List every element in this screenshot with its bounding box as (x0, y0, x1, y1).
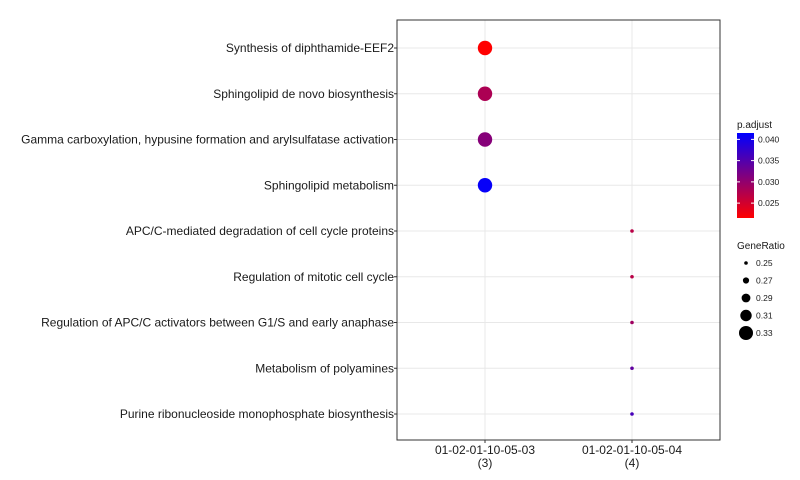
p-adjust-tick-label: 0.035 (758, 156, 780, 166)
p-adjust-legend: p.adjust 0.025 0.030 0.035 0.040 (737, 120, 780, 218)
data-point (630, 229, 634, 233)
y-tick-label: APC/C-mediated degradation of cell cycle… (126, 224, 394, 238)
p-adjust-tick-label: 0.040 (758, 134, 780, 144)
gene-ratio-label: 0.25 (756, 258, 773, 268)
gene-ratio-key (744, 261, 748, 265)
gene-ratio-label: 0.29 (756, 293, 773, 303)
p-adjust-tick-label: 0.025 (758, 198, 780, 208)
data-point (630, 366, 634, 371)
data-point (630, 320, 634, 325)
y-tick-label: Synthesis of diphthamide-EEF2 (226, 41, 394, 55)
y-tick-label: Sphingolipid de novo biosynthesis (213, 87, 394, 101)
y-tick-label: Purine ribonucleoside monophosphate bios… (120, 407, 394, 421)
y-tick-label: Metabolism of polyamines (255, 361, 394, 375)
gene-ratio-label: 0.31 (756, 311, 773, 321)
p-adjust-color-bar (737, 133, 754, 218)
data-point (477, 132, 493, 147)
y-axis: Synthesis of diphthamide-EEF2 Sphingolipi… (21, 41, 397, 421)
gene-ratio-label: 0.33 (756, 328, 773, 338)
gene-ratio-key (742, 277, 750, 284)
data-points (477, 40, 634, 416)
y-tick-label: Gamma carboxylation, hypusine formation … (21, 133, 394, 147)
plot-panel-border (396, 19, 721, 441)
gene-ratio-key (738, 325, 754, 341)
data-point (477, 178, 493, 193)
y-tick-label: Sphingolipid metabolism (264, 178, 394, 192)
x-tick-count: (3) (478, 456, 493, 470)
y-tick-label: Regulation of mitotic cell cycle (233, 270, 394, 284)
x-tick-label: 01-02-01-10-05-04 (582, 443, 682, 457)
gene-ratio-legend: GeneRatio 0.25 0.27 0.29 0.31 0.33 (737, 241, 785, 341)
data-point (477, 86, 493, 101)
gene-ratio-key (740, 309, 752, 322)
p-adjust-tick-label: 0.030 (758, 177, 780, 187)
gene-ratio-legend-title: GeneRatio (737, 241, 785, 252)
data-point (630, 412, 634, 416)
data-point (477, 40, 493, 56)
gene-ratio-key (741, 293, 751, 303)
x-tick-count: (4) (625, 456, 640, 470)
y-tick-label: Regulation of APC/C activators between G… (41, 316, 394, 330)
gene-ratio-label: 0.27 (756, 276, 773, 286)
x-axis: 01-02-01-10-05-03(3) 01-02-01-10-05-04(4) (435, 440, 682, 470)
data-point (630, 274, 634, 279)
x-tick-label: 01-02-01-10-05-03 (435, 443, 535, 457)
p-adjust-legend-title: p.adjust (737, 120, 772, 131)
